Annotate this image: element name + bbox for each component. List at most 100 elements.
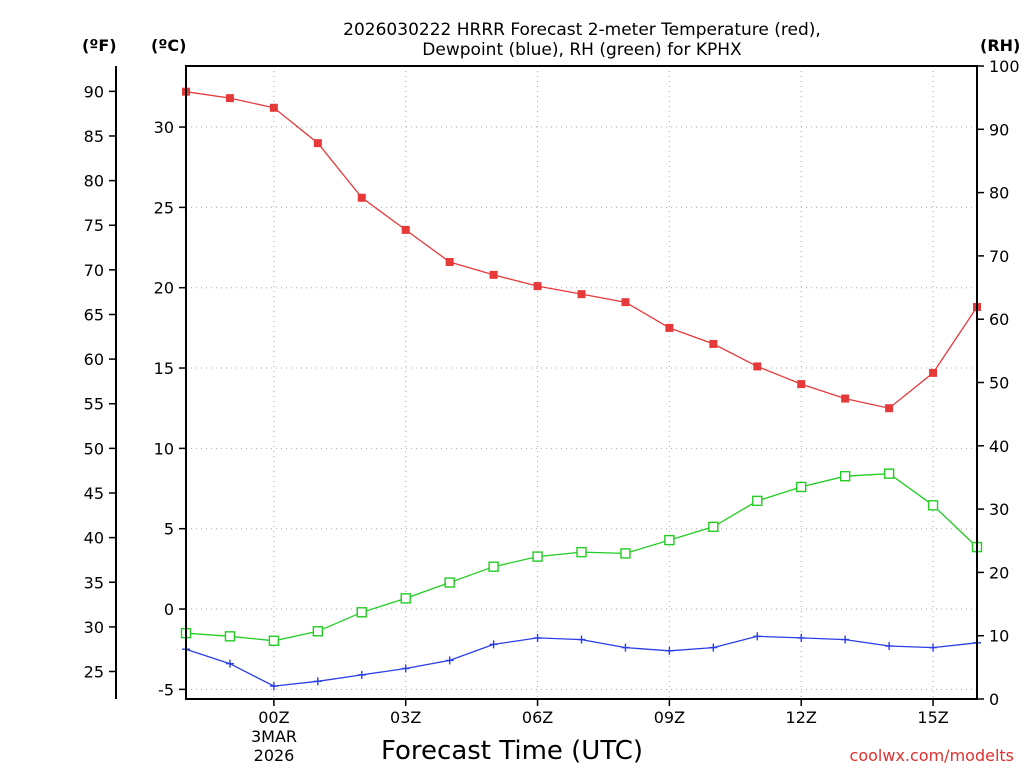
rh-point: [268, 635, 280, 646]
temperature-point: [269, 103, 278, 112]
temperature-point: [665, 323, 674, 332]
tick-label-rh: 90: [989, 120, 1009, 139]
celsius-unit-label: (ºC): [151, 36, 186, 55]
dewpoint-point: [753, 632, 762, 641]
tick-label-fahrenheit: 50: [84, 439, 104, 458]
rh-point: [532, 551, 543, 562]
tick-label-celsius: 25: [154, 198, 174, 217]
rh-point: [488, 561, 499, 572]
tick-label-rh: 10: [989, 627, 1009, 646]
tick-label-celsius: 30: [154, 118, 174, 137]
dewpoint-point: [885, 641, 894, 650]
temperature-point: [621, 298, 630, 307]
tick-label-celsius: 0: [164, 600, 174, 619]
tick-label-rh: 70: [989, 247, 1009, 266]
dewpoint-point: [489, 640, 498, 649]
dewpoint-point: [533, 633, 542, 642]
tick-label-fahrenheit: 30: [84, 618, 104, 637]
dewpoint-point: [225, 659, 234, 668]
tick-label-fahrenheit: 85: [84, 127, 104, 146]
temperature-point: [577, 290, 586, 299]
temperature-point: [797, 380, 806, 389]
rh-point: [576, 546, 587, 558]
tick-label-fahrenheit: 65: [84, 305, 104, 324]
dewpoint-point: [797, 633, 806, 642]
plot-frame: [185, 65, 978, 700]
tick-label-fahrenheit: 70: [84, 261, 104, 280]
tick-label-x: 15Z: [917, 708, 948, 727]
dewpoint-point: [621, 643, 630, 652]
dewpoint-line: [185, 635, 978, 687]
tick-label-rh: 60: [989, 310, 1009, 329]
dewpoint-point: [841, 635, 850, 644]
tick-label-fahrenheit: 25: [84, 663, 104, 682]
tick-label-celsius: 15: [154, 359, 174, 378]
dewpoint-point: [577, 635, 586, 644]
dewpoint-point: [313, 677, 322, 686]
rh-unit-label: (RH): [980, 36, 1020, 55]
rh-point: [312, 626, 324, 637]
series-layer: [180, 87, 983, 691]
chart-title-line2: Dewpoint (blue), RH (green) for KPHX: [422, 40, 742, 60]
tick-label-rh: 50: [989, 374, 1009, 393]
tick-label-fahrenheit: 55: [84, 395, 104, 414]
temperature-point: [445, 258, 454, 267]
dewpoint-point: [445, 656, 454, 665]
tick-label-fahrenheit: 35: [84, 573, 104, 592]
tick-label-fahrenheit: 40: [84, 529, 104, 548]
date-label-month: 3MAR: [251, 727, 297, 746]
rh-point: [400, 593, 411, 604]
tick-label-fahrenheit: 80: [84, 172, 104, 191]
credit-label: coolwx.com/modelts: [850, 746, 1014, 765]
rh-point: [927, 500, 939, 511]
temperature-point: [841, 394, 850, 403]
tick-label-rh: 80: [989, 184, 1009, 203]
tick-label-rh: 20: [989, 563, 1009, 582]
tick-label-celsius: 5: [164, 520, 174, 539]
tick-label-x: 09Z: [654, 708, 685, 727]
rh-point: [752, 495, 763, 507]
dewpoint-point: [665, 646, 674, 655]
tick-label-rh: 100: [989, 57, 1020, 76]
tick-label-x: 06Z: [522, 708, 553, 727]
date-label-year: 2026: [254, 746, 295, 765]
temperature-point: [225, 94, 234, 103]
rh-point: [620, 548, 631, 559]
rh-point: [664, 534, 675, 546]
dewpoint-point: [929, 643, 938, 652]
rh-point: [356, 607, 367, 618]
tick-label-celsius: -5: [158, 680, 174, 699]
temperature-point: [885, 404, 894, 413]
rh-point: [708, 521, 719, 533]
tick-label-celsius: 10: [154, 439, 174, 458]
tick-label-rh: 40: [989, 437, 1009, 456]
tick-label-fahrenheit: 60: [84, 350, 104, 369]
rh-point: [839, 470, 851, 482]
grid: [186, 66, 977, 699]
temperature-point: [753, 362, 762, 371]
rh-point: [444, 577, 455, 588]
axis-ticks: -5 0 5 10 15 20 25 30 25 30 35 40 45 50 55 60 65 70 75 80 85…: [84, 57, 1020, 727]
temperature-line: [185, 91, 978, 409]
tick-label-rh: 0: [989, 690, 999, 709]
tick-label-x: 00Z: [258, 708, 289, 727]
tick-label-fahrenheit: 75: [84, 216, 104, 235]
dewpoint-point: [269, 682, 278, 691]
temperature-point: [709, 339, 718, 348]
tick-label-fahrenheit: 90: [84, 82, 104, 101]
rh-point: [796, 481, 807, 493]
dewpoint-point: [709, 643, 718, 652]
rh-point: [224, 631, 236, 642]
temperature-point: [313, 139, 322, 148]
tick-label-fahrenheit: 45: [84, 484, 104, 503]
chart-title-line1: 2026030222 HRRR Forecast 2-meter Tempera…: [343, 20, 821, 40]
temperature-point: [533, 282, 542, 291]
fahrenheit-unit-label: (ºF): [82, 36, 117, 55]
tick-label-x: 12Z: [786, 708, 817, 727]
dewpoint-point: [401, 664, 410, 673]
x-axis-title: Forecast Time (UTC): [381, 736, 643, 766]
temperature-point: [357, 193, 366, 202]
dewpoint-point: [357, 670, 366, 679]
tick-label-x: 03Z: [390, 708, 421, 727]
